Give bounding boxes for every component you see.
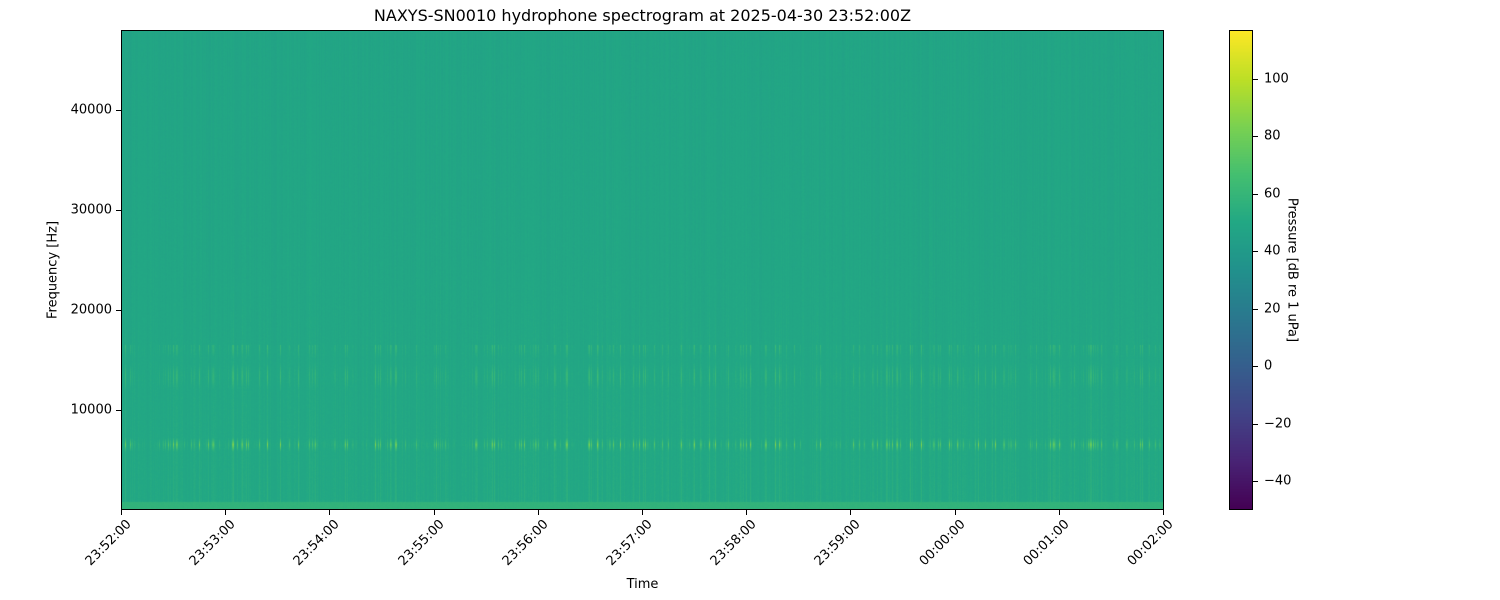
x-tick-mark	[746, 510, 748, 515]
x-tick-label: 23:53:00	[186, 517, 239, 569]
colorbar-label: Pressure [dB re 1 uPa]	[1284, 197, 1300, 343]
x-axis-label: Time	[626, 577, 659, 592]
colorbar-tick-mark	[1253, 481, 1258, 483]
colorbar-tick-label: 40	[1264, 243, 1281, 259]
x-tick-mark	[1058, 510, 1060, 515]
y-tick-mark	[116, 110, 121, 111]
x-tick-label: 23:52:00	[82, 517, 135, 569]
colorbar-tick-label: 100	[1264, 71, 1289, 87]
colorbar-tick-mark	[1253, 78, 1258, 80]
x-tick-label: 23:54:00	[291, 517, 343, 569]
spectrogram-image	[122, 31, 1163, 509]
x-tick-label: 23:59:00	[812, 517, 864, 569]
x-tick-mark	[1163, 510, 1164, 515]
y-tick-label: 40000	[70, 102, 112, 118]
y-tick-label: 10000	[70, 402, 112, 418]
x-tick-mark	[642, 510, 643, 515]
plot-area	[121, 30, 1164, 510]
x-tick-label: 23:58:00	[707, 517, 760, 569]
x-tick-mark	[329, 510, 331, 515]
colorbar-tick-mark	[1253, 308, 1258, 310]
chart-title: NAXYS-SN0010 hydrophone spectrogram at 2…	[373, 6, 912, 25]
colorbar-tick-mark	[1253, 251, 1258, 253]
colorbar-tick-label: 60	[1264, 186, 1281, 202]
colorbar-tick-mark	[1253, 136, 1258, 138]
x-tick-mark	[954, 510, 956, 515]
y-axis-label: Frequency [Hz]	[45, 220, 61, 320]
colorbar-tick-label: 0	[1264, 358, 1273, 374]
x-tick-mark	[433, 510, 435, 515]
colorbar-tick-mark	[1253, 366, 1258, 368]
y-tick-mark	[116, 410, 121, 411]
x-tick-label: 23:57:00	[603, 517, 656, 569]
x-tick-label: 00:00:00	[916, 517, 969, 569]
x-tick-mark	[121, 510, 122, 515]
colorbar-tick-mark	[1253, 193, 1258, 195]
x-tick-mark	[537, 510, 539, 515]
colorbar-tick-label: 20	[1264, 301, 1281, 317]
y-tick-label: 20000	[70, 302, 112, 318]
x-tick-label: 00:01:00	[1020, 517, 1073, 569]
colorbar-tick-label: −20	[1264, 416, 1292, 432]
x-tick-mark	[850, 510, 852, 515]
x-tick-label: 00:02:00	[1124, 517, 1177, 569]
colorbar	[1229, 30, 1253, 510]
x-tick-mark	[225, 510, 227, 515]
colorbar-tick-mark	[1253, 423, 1258, 425]
x-tick-label: 23:55:00	[395, 517, 448, 569]
colorbar-tick-label: 80	[1264, 128, 1281, 144]
y-tick-label: 30000	[70, 202, 112, 218]
y-tick-mark	[116, 210, 121, 211]
x-tick-label: 23:56:00	[499, 517, 552, 569]
colorbar-tick-label: −40	[1264, 473, 1292, 489]
y-tick-mark	[116, 310, 121, 311]
